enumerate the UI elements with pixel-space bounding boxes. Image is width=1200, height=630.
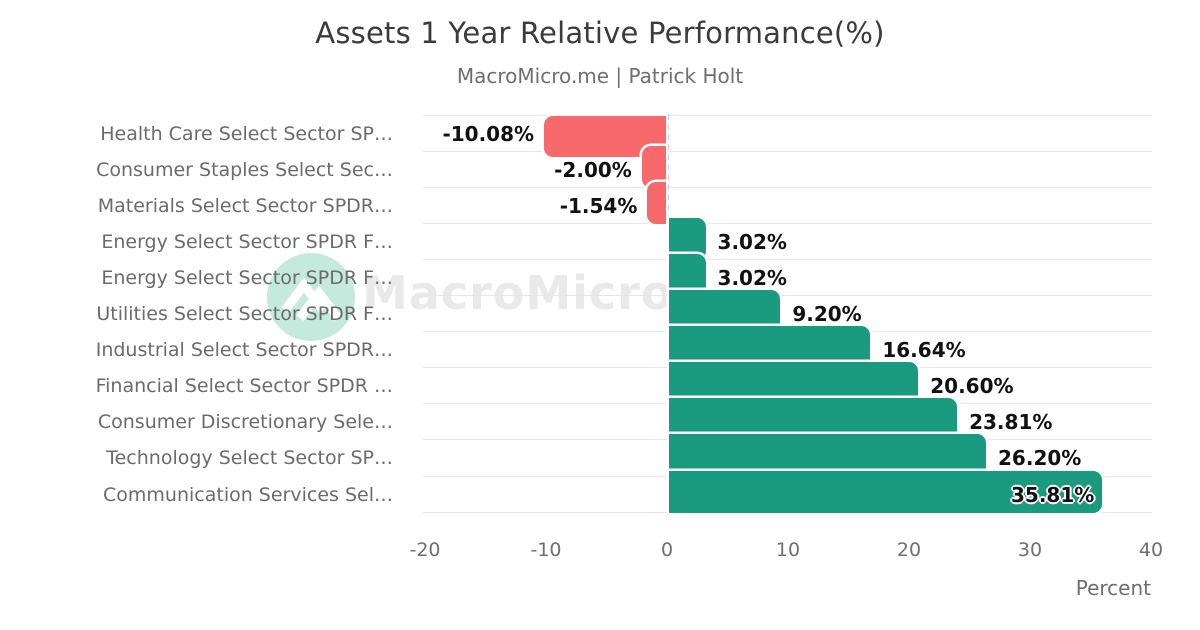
zero-baseline xyxy=(667,114,669,512)
x-tick-label: 40 xyxy=(1138,539,1164,561)
macromicro-logo-icon xyxy=(267,253,355,341)
gridline xyxy=(423,295,1152,296)
category-label: Energy Select Sector SPDR F… xyxy=(101,266,393,289)
bar-positive xyxy=(669,326,871,369)
category-label: Health Care Select Sector SP… xyxy=(100,122,393,145)
category-label: Consumer Staples Select Sec… xyxy=(96,158,393,181)
gridline xyxy=(423,114,1152,116)
watermark-text: MacroMicro xyxy=(362,266,674,320)
bar-positive xyxy=(669,398,958,441)
category-label: Industrial Select Sector SPDR… xyxy=(95,339,393,362)
bar-value-label: 35.81% xyxy=(1011,482,1095,507)
chart-title: Assets 1 Year Relative Performance(%) xyxy=(315,16,885,50)
gridline xyxy=(423,258,1152,260)
x-tick-label: -20 xyxy=(409,539,441,561)
x-tick-label: 30 xyxy=(1017,539,1043,561)
category-label: Technology Select Sector SP… xyxy=(106,447,393,470)
gridline xyxy=(423,186,1152,188)
bar-value-label: -10.08% xyxy=(442,121,535,146)
chart-subtitle: MacroMicro.me | Patrick Holt xyxy=(456,64,744,88)
x-axis-title: Percent xyxy=(1075,576,1151,600)
x-tick-label: -10 xyxy=(530,539,562,561)
x-tick-label: 10 xyxy=(775,539,801,561)
category-label: Financial Select Sector SPDR … xyxy=(95,375,393,398)
category-label: Consumer Discretionary Sele… xyxy=(97,411,393,434)
category-label: Energy Select Sector SPDR F… xyxy=(101,230,393,253)
bar-positive xyxy=(669,362,919,405)
bar-value-label: 3.02% xyxy=(717,229,787,254)
bar-negative xyxy=(641,145,666,188)
bar-positive xyxy=(669,253,706,296)
category-label: Communication Services Sel… xyxy=(103,483,393,506)
bar-positive xyxy=(669,290,781,332)
bar-positive xyxy=(669,434,987,477)
category-label: Utilities Select Sector SPDR F… xyxy=(96,303,393,325)
bar-value-label: 9.20% xyxy=(792,302,862,327)
bar-value-label: -1.54% xyxy=(559,193,638,218)
bar-value-label: 20.60% xyxy=(930,374,1014,399)
gridline xyxy=(423,222,1152,224)
gridline xyxy=(423,150,1152,152)
bar-negative xyxy=(647,181,666,224)
bar-value-label: 23.81% xyxy=(969,410,1053,435)
bar-positive xyxy=(669,217,706,260)
bar-value-label: 3.02% xyxy=(717,265,787,290)
bar-value-label: -2.00% xyxy=(554,157,632,182)
bar-positive xyxy=(669,470,1103,513)
category-label: Materials Select Sector SPDR… xyxy=(97,194,393,217)
bar-value-label: 16.64% xyxy=(882,338,966,363)
x-tick-label: 0 xyxy=(660,539,674,561)
bar-value-label: 26.20% xyxy=(998,446,1082,471)
x-tick-label: 20 xyxy=(896,539,922,561)
